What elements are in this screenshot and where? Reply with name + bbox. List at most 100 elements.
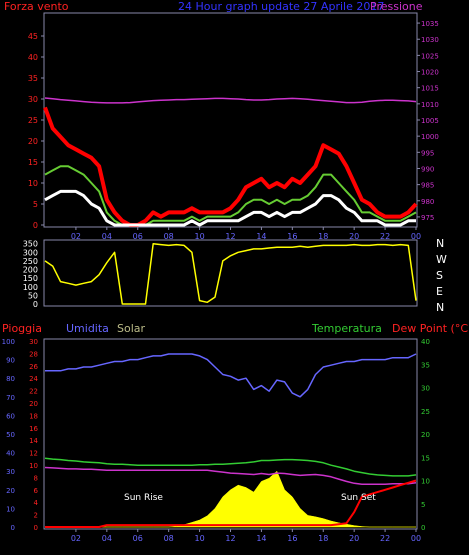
y-right-tick-label: 980	[421, 198, 434, 206]
legend-dewpoint: Dew Point (°C)	[392, 322, 469, 335]
x-tick-label: 14	[256, 232, 266, 241]
humidity-tick-label: 100	[2, 338, 15, 346]
y-left-tick-label: 26	[29, 363, 38, 371]
y-left-tick-label: 45	[28, 32, 38, 41]
y-left-tick-label: 24	[29, 375, 38, 383]
legend-temperature: Temperatura	[311, 322, 382, 335]
humidity-tick-label: 0	[11, 524, 15, 532]
y-left-tick-label: 18	[29, 412, 38, 420]
y-right-tick-label: 30	[421, 385, 430, 393]
y-left-tick-label: 16	[29, 425, 38, 433]
y-right-tick-label: 20	[421, 431, 430, 439]
humidity-tick-label: 20	[6, 487, 15, 495]
rain-line	[45, 479, 417, 528]
y-right-tick-label: 975	[421, 214, 434, 222]
y-left-tick-label: 6	[34, 487, 39, 495]
humidity-tick-label: 30	[6, 468, 15, 476]
x-tick-label: 20	[349, 232, 359, 241]
humidity-tick-label: 70	[6, 394, 15, 402]
humidity-tick-label: 50	[6, 431, 15, 439]
y-left-tick-label: 0	[33, 221, 38, 230]
y-left-tick-label: 15	[28, 158, 38, 167]
weather-plot: 0102030405060708090100024681012141618202…	[2, 338, 430, 543]
y-left-tick-label: 4	[34, 499, 39, 507]
y-left-tick-label: 2	[34, 512, 38, 520]
x-tick-label: 18	[318, 534, 328, 543]
humidity-tick-label: 60	[6, 412, 15, 420]
y-left-tick-label: 28	[29, 350, 38, 358]
y-left-tick-label: 8	[34, 474, 38, 482]
y-left-tick-label: 20	[28, 137, 38, 146]
wind-pressure-plot: 0510152025303540459759809859909951000100…	[28, 20, 439, 241]
x-tick-label: 14	[256, 534, 266, 543]
direction-panel-frame	[43, 239, 418, 307]
y-right-tick-label: 985	[421, 182, 434, 190]
x-tick-label: 04	[102, 232, 112, 241]
dir-tick-label: 50	[28, 291, 38, 300]
y-left-tick-label: 10	[29, 462, 38, 470]
dewpoint-line	[44, 466, 417, 485]
x-tick-label: 20	[349, 534, 359, 543]
x-tick-label: 08	[164, 534, 174, 543]
wind-series-line-2	[44, 189, 416, 227]
y-left-tick-label: 40	[28, 53, 38, 62]
sunrise-annotation: Sun Rise	[124, 493, 163, 503]
x-tick-label: 00	[411, 534, 421, 543]
humidity-tick-label: 80	[6, 375, 15, 383]
x-tick-label: 04	[102, 534, 112, 543]
y-right-tick-label: 1025	[421, 52, 439, 60]
x-tick-label: 10	[194, 534, 204, 543]
y-right-tick-label: 1020	[421, 69, 439, 77]
y-right-tick-label: 0	[421, 524, 425, 532]
y-right-tick-label: 15	[421, 454, 430, 462]
legend-humidity: Umidita	[66, 322, 109, 335]
humidity-line	[45, 353, 417, 398]
pressure-label: Pressione	[370, 0, 423, 13]
y-left-tick-label: 14	[29, 437, 38, 445]
y-right-tick-label: 40	[421, 338, 430, 346]
y-left-tick-label: 0	[34, 524, 38, 532]
x-tick-label: 18	[318, 232, 328, 241]
y-right-tick-label: 35	[421, 361, 430, 369]
y-left-tick-label: 12	[29, 450, 38, 458]
y-right-tick-label: 1035	[421, 20, 439, 28]
y-right-tick-label: 990	[421, 165, 434, 173]
direction-line	[44, 242, 417, 305]
x-tick-label: 22	[380, 232, 390, 241]
y-left-tick-label: 10	[28, 179, 38, 188]
humidity-tick-label: 90	[6, 357, 15, 365]
y-left-tick-label: 30	[29, 338, 38, 346]
dir-label-w: W	[436, 253, 447, 266]
y-left-tick-label: 25	[28, 116, 38, 125]
wind-series-line-1	[44, 165, 417, 226]
y-left-tick-label: 22	[29, 388, 38, 396]
y-right-tick-label: 1010	[421, 101, 439, 109]
x-tick-label: 06	[133, 534, 143, 543]
y-right-tick-label: 5	[421, 501, 425, 509]
dir-label-n-top: N	[436, 237, 444, 250]
x-tick-label: 06	[133, 232, 143, 241]
dir-label-s: S	[436, 269, 443, 282]
x-tick-label: 12	[225, 232, 235, 241]
temperature-line	[44, 457, 417, 477]
graph-title: 24 Hour graph update 27 Aprile 2017	[178, 0, 384, 13]
y-left-tick-label: 30	[28, 95, 38, 104]
dir-tick-label: 150	[23, 274, 38, 283]
x-tick-label: 16	[287, 534, 297, 543]
x-tick-label: 22	[380, 534, 390, 543]
y-left-tick-label: 35	[28, 74, 38, 83]
dir-tick-label: 300	[23, 248, 38, 257]
legend-solar: Solar	[117, 322, 146, 335]
y-right-tick-label: 1000	[421, 133, 439, 141]
pressure-line	[44, 97, 417, 104]
legend-rain: Pioggia	[2, 322, 42, 335]
x-tick-label: 12	[225, 534, 235, 543]
x-tick-label: 08	[164, 232, 174, 241]
y-right-tick-label: 10	[421, 478, 430, 486]
humidity-tick-label: 10	[6, 505, 15, 513]
dir-tick-label: 200	[23, 266, 38, 275]
y-left-tick-label: 20	[29, 400, 38, 408]
y-right-tick-label: 1015	[421, 85, 439, 93]
